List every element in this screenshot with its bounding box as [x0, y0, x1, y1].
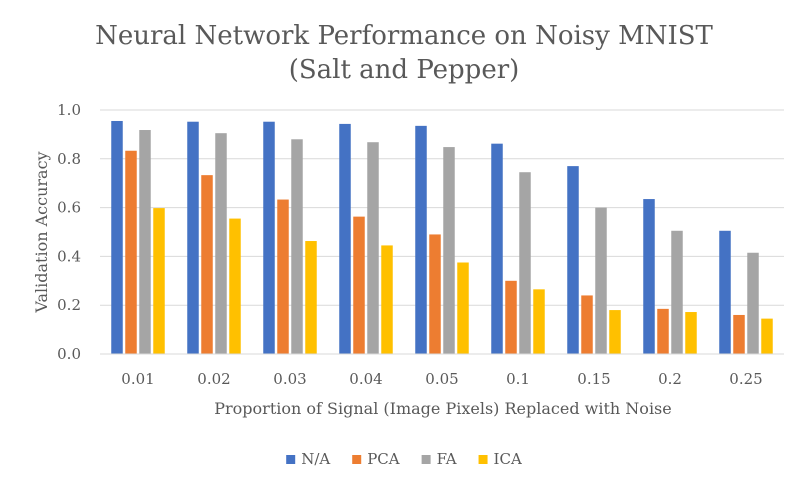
bar-ica-0.04: [381, 245, 393, 354]
legend-label: FA: [437, 450, 457, 468]
bar-na-0.04: [339, 123, 351, 355]
x-tick-label: 0.05: [425, 370, 458, 388]
bar-fa-0.03: [291, 139, 303, 354]
legend-swatch: [421, 455, 431, 464]
bar-fa-0.02: [215, 133, 227, 354]
chart-title-line-1: Neural Network Performance on Noisy MNIS…: [95, 21, 713, 51]
bar-pca-0.2: [657, 308, 669, 354]
bar-pca-0.15: [581, 295, 593, 354]
y-axis-title: Validation Accuracy: [32, 151, 51, 313]
bar-ica-0.15: [609, 310, 621, 354]
gridlines: [100, 109, 784, 306]
bar-na-0.02: [187, 121, 199, 354]
bar-na-0.03: [263, 121, 275, 354]
x-tick-label: 0.04: [349, 370, 382, 388]
bar-fa-0.05: [443, 147, 455, 354]
x-tick-label: 0.02: [197, 370, 230, 388]
bar-na-0.15: [567, 166, 579, 354]
legend-swatch: [352, 455, 362, 464]
x-tick-label: 0.1: [506, 370, 530, 388]
legend-item-fa: FA: [421, 450, 457, 468]
bar-ica-0.2: [685, 312, 697, 354]
bar-ica-0.01: [153, 208, 165, 354]
bar-ica-0.03: [305, 241, 317, 354]
bar-fa-0.2: [671, 230, 683, 354]
y-tick-label: 0.4: [57, 247, 81, 265]
chart-title: Neural Network Performance on Noisy MNIS…: [95, 21, 713, 85]
y-axis-ticks: 0.0 0.2 0.4 0.6 0.8 1.0: [57, 101, 81, 363]
bar-ica-0.25: [761, 318, 773, 354]
bar-fa-0.01: [139, 130, 151, 354]
bar-pca-0.02: [201, 175, 213, 354]
legend-label: ICA: [494, 450, 522, 468]
bar-na-0.05: [415, 125, 427, 354]
x-tick-label: 0.2: [658, 370, 682, 388]
bar-fa-0.25: [747, 252, 759, 354]
bar-pca-0.1: [505, 280, 517, 354]
bar-ica-0.1: [533, 289, 545, 354]
bar-pca-0.03: [277, 199, 289, 354]
bar-ica-0.05: [457, 262, 469, 354]
legend-item-na: N/A: [286, 450, 330, 468]
legend: N/A PCA FA ICA: [286, 450, 522, 468]
y-tick-label: 0.8: [57, 150, 81, 168]
legend-label: PCA: [367, 450, 400, 468]
bar-fa-0.04: [367, 142, 379, 354]
bar-pca-0.01: [125, 150, 137, 354]
legend-swatch: [286, 455, 296, 464]
x-tick-label: 0.15: [577, 370, 610, 388]
bar-fa-0.1: [519, 172, 531, 354]
legend-item-pca: PCA: [352, 450, 400, 468]
bar-na-0.25: [719, 230, 731, 354]
bar-pca-0.04: [353, 216, 365, 354]
x-tick-label: 0.01: [121, 370, 154, 388]
y-tick-label: 1.0: [57, 101, 81, 119]
legend-item-ica: ICA: [478, 450, 522, 468]
bar-na-0.01: [111, 120, 123, 354]
legend-swatch: [478, 455, 488, 464]
bar-fa-0.15: [595, 207, 607, 354]
chart-title-line-2: (Salt and Pepper): [289, 55, 520, 85]
y-tick-label: 0.2: [57, 296, 81, 314]
legend-label: N/A: [301, 450, 330, 468]
x-tick-label: 0.25: [729, 370, 762, 388]
x-axis-ticks: 0.01 0.02 0.03 0.04 0.05 0.1 0.15 0.2 0.25: [121, 370, 762, 388]
x-axis-title: Proportion of Signal (Image Pixels) Repl…: [214, 399, 671, 418]
bar-na-0.1: [491, 143, 503, 354]
bars: [111, 120, 773, 355]
bar-pca-0.25: [733, 314, 745, 354]
bar-ica-0.02: [229, 218, 241, 354]
bar-pca-0.05: [429, 234, 441, 354]
y-tick-label: 0.6: [57, 199, 81, 217]
y-tick-label: 0.0: [57, 345, 81, 363]
bar-na-0.2: [643, 199, 655, 354]
x-tick-label: 0.03: [273, 370, 306, 388]
